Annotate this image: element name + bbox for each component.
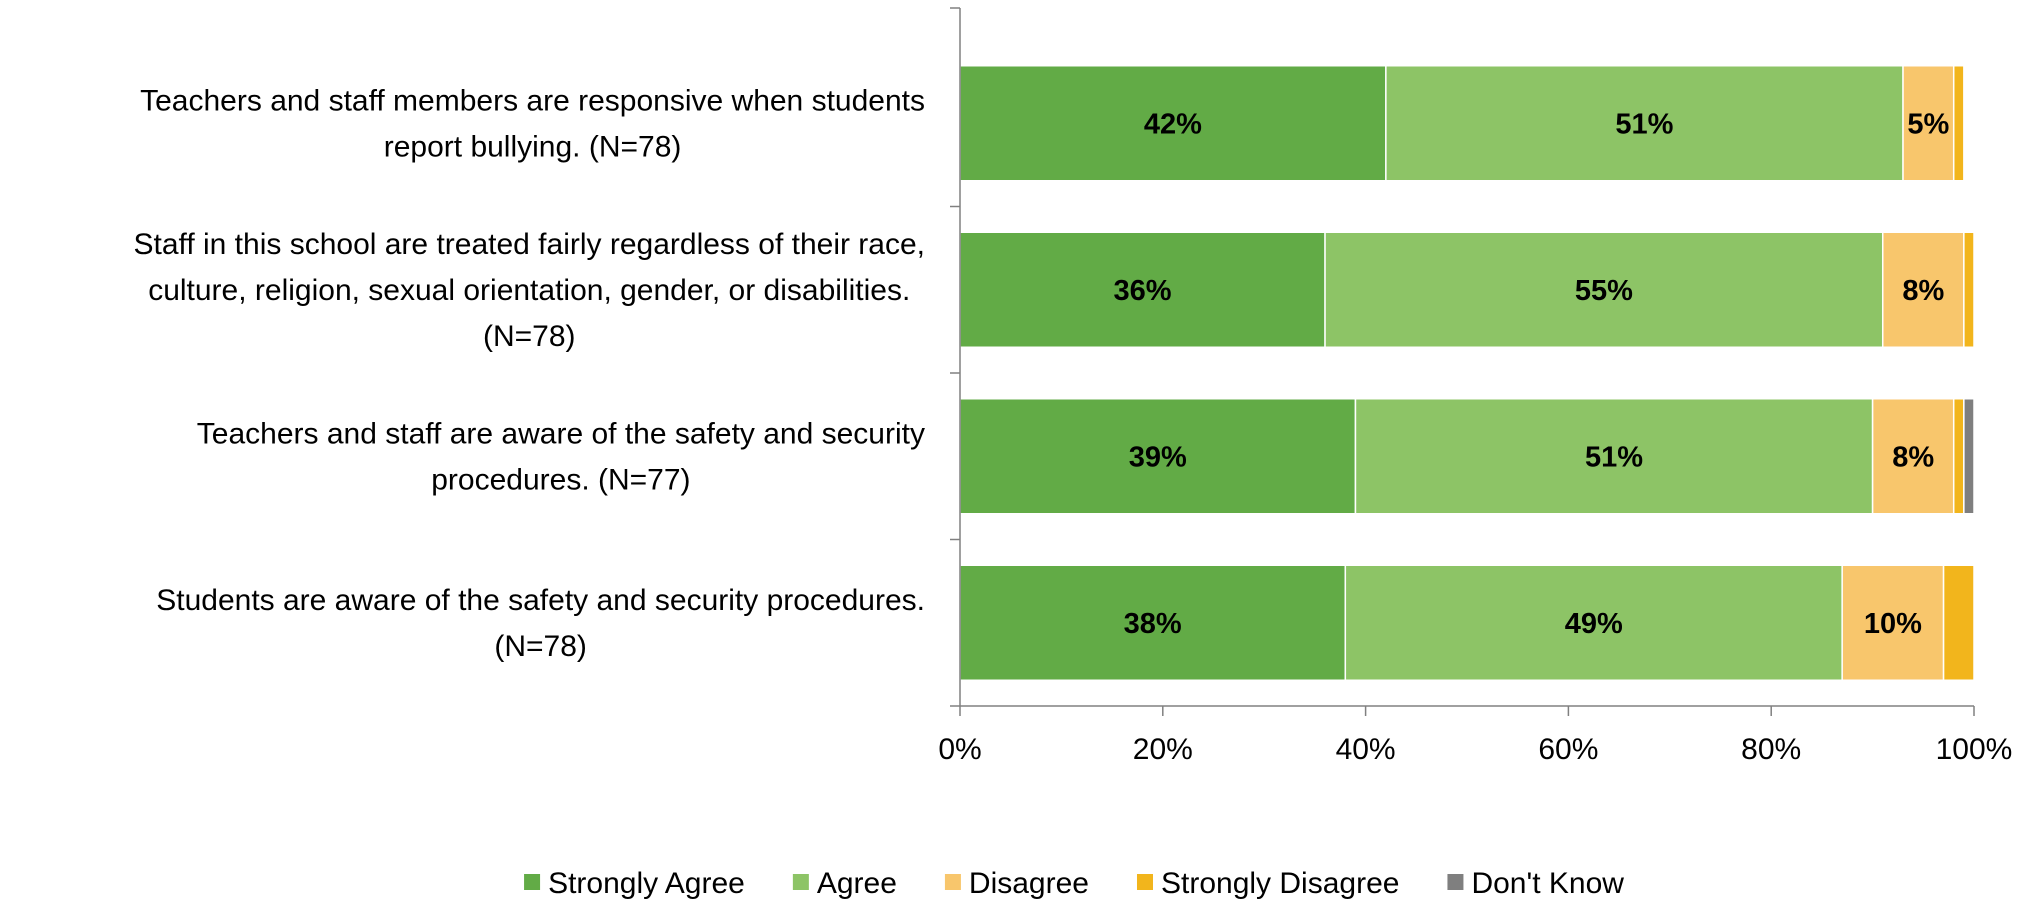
bar-segment-don-t-know-3 bbox=[1963, 398, 1975, 515]
bar-segment-disagree-2 bbox=[1881, 231, 1965, 348]
legend-label-agree: Agree bbox=[817, 867, 897, 900]
x-tick-label-0: 0% bbox=[938, 733, 981, 766]
data-label-agree-4: 49% bbox=[1565, 608, 1623, 640]
data-label-strongly-agree-3: 39% bbox=[1129, 441, 1187, 473]
bar-segment-agree-3 bbox=[1354, 398, 1874, 515]
bar-segment-strongly-agree-4 bbox=[959, 564, 1347, 681]
category-label-line: Students are aware of the safety and sec… bbox=[156, 584, 925, 617]
legend-swatch-disagree bbox=[944, 874, 961, 890]
category-label-line: Staff in this school are treated fairly … bbox=[134, 228, 926, 261]
legend-label-strongly-agree: Strongly Agree bbox=[548, 867, 745, 900]
x-tick-label-60: 60% bbox=[1538, 733, 1598, 766]
data-label-agree-3: 51% bbox=[1585, 441, 1643, 473]
data-label-disagree-3: 8% bbox=[1892, 441, 1934, 473]
bar-segment-strongly-agree-2 bbox=[959, 231, 1326, 348]
x-tick-label-80: 80% bbox=[1741, 733, 1801, 766]
data-label-agree-2: 55% bbox=[1575, 275, 1633, 307]
data-label-agree-1: 51% bbox=[1615, 108, 1673, 140]
legend-label-disagree: Disagree bbox=[969, 867, 1089, 900]
category-label-1: Teachers and staff members are responsiv… bbox=[140, 84, 925, 163]
category-label-line: (N=78) bbox=[494, 630, 587, 663]
bar-segment-strongly-disagree-4 bbox=[1942, 564, 1975, 681]
legend-swatch-don-t-know bbox=[1447, 874, 1464, 890]
x-tick-label-20: 20% bbox=[1133, 733, 1193, 766]
legend-swatch-strongly-agree bbox=[524, 874, 541, 890]
bar-segment-disagree-4 bbox=[1841, 564, 1945, 681]
category-label-2: Staff in this school are treated fairly … bbox=[134, 228, 926, 353]
category-label-line: (N=78) bbox=[483, 320, 576, 353]
legend-label-don-t-know: Don't Know bbox=[1471, 867, 1624, 900]
x-tick-label-100: 100% bbox=[1936, 733, 2013, 766]
data-label-disagree-2: 8% bbox=[1902, 275, 1944, 307]
bar-segment-strongly-agree-1 bbox=[959, 65, 1387, 182]
bar-segment-strongly-agree-3 bbox=[959, 398, 1357, 515]
data-label-strongly-agree-4: 38% bbox=[1124, 608, 1182, 640]
x-tick-label-40: 40% bbox=[1336, 733, 1396, 766]
bar-segment-strongly-disagree-2 bbox=[1963, 231, 1975, 348]
bar-segment-disagree-1 bbox=[1902, 65, 1955, 182]
category-label-line: Teachers and staff members are responsiv… bbox=[140, 84, 925, 117]
data-label-disagree-4: 10% bbox=[1864, 608, 1922, 640]
category-label-line: report bullying. (N=78) bbox=[384, 130, 682, 163]
category-label-line: Teachers and staff are aware of the safe… bbox=[197, 417, 925, 450]
category-label-3: Teachers and staff are aware of the safe… bbox=[197, 417, 925, 496]
data-label-disagree-1: 5% bbox=[1907, 108, 1949, 140]
bar-segment-agree-1 bbox=[1385, 65, 1904, 182]
bar-segment-strongly-disagree-1 bbox=[1952, 65, 1965, 182]
data-label-strongly-agree-2: 36% bbox=[1113, 275, 1171, 307]
category-label-line: procedures. (N=77) bbox=[431, 463, 690, 496]
data-label-strongly-agree-1: 42% bbox=[1144, 108, 1202, 140]
legend-swatch-agree bbox=[792, 874, 809, 890]
bar-segment-disagree-3 bbox=[1871, 398, 1955, 515]
bar-segment-strongly-disagree-3 bbox=[1952, 398, 1965, 515]
bar-segment-agree-2 bbox=[1324, 231, 1884, 348]
category-label-4: Students are aware of the safety and sec… bbox=[156, 584, 925, 663]
category-label-line: culture, religion, sexual orientation, g… bbox=[148, 274, 910, 307]
legend-label-strongly-disagree: Strongly Disagree bbox=[1161, 867, 1399, 900]
legend-swatch-strongly-disagree bbox=[1136, 874, 1153, 890]
